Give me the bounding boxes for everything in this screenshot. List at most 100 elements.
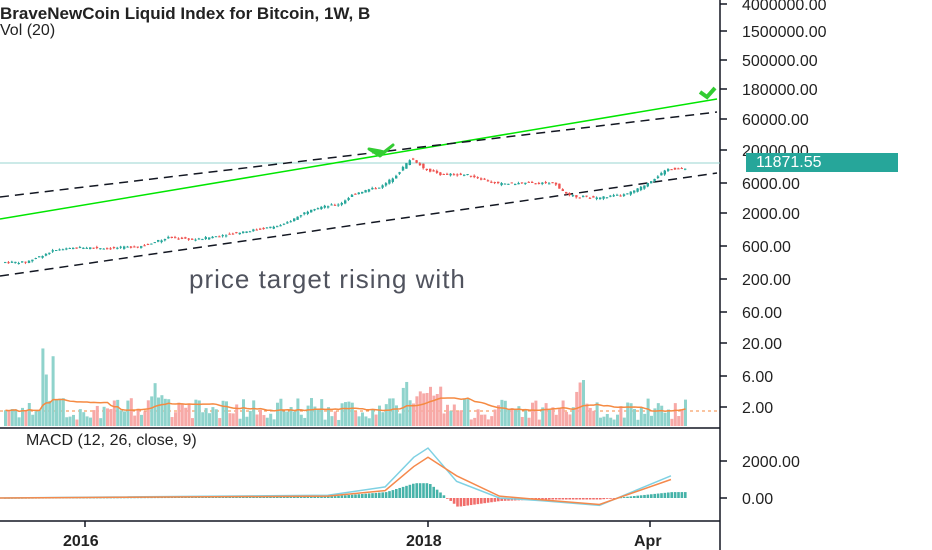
macd-histogram-bar — [452, 498, 456, 504]
candle-body — [612, 195, 615, 197]
candle-body — [102, 248, 105, 250]
volume-bar — [340, 403, 344, 426]
volume-bar — [554, 414, 558, 426]
candle-body — [548, 183, 551, 185]
volume-bar — [514, 408, 517, 426]
volume-bar — [286, 411, 290, 426]
macd-histogram-bar — [677, 492, 680, 498]
macd-histogram-bar — [473, 498, 476, 505]
volume-bar — [41, 348, 45, 426]
candle-body — [463, 174, 466, 176]
volume-bar — [167, 399, 171, 426]
macd-histogram-bar — [361, 493, 364, 498]
volume-bar — [510, 408, 514, 426]
candle-body — [61, 249, 65, 251]
volume-bar — [578, 382, 582, 426]
candle-body — [116, 247, 119, 249]
candle-body — [442, 173, 445, 175]
macd-indicator-label[interactable]: MACD (12, 26, close, 9) — [26, 432, 197, 449]
volume-bar — [150, 396, 154, 426]
candle-body — [286, 222, 289, 224]
macd-histogram-bar — [344, 495, 347, 498]
volume-bar — [633, 408, 636, 426]
volume-bar — [157, 397, 160, 426]
candle-body — [537, 182, 541, 184]
volume-bar — [571, 407, 575, 426]
price-tick-label: 6000.00 — [742, 176, 800, 193]
candle-body — [531, 181, 534, 183]
volume-bar — [129, 398, 133, 426]
candle-body — [398, 172, 401, 174]
time-axis[interactable]: 2016 2018 Apr — [63, 521, 662, 550]
candle-body — [75, 247, 78, 249]
candle-body — [279, 225, 282, 227]
macd-histogram-bar — [371, 493, 374, 498]
candle-body — [327, 206, 330, 208]
volume-bar — [456, 411, 460, 426]
price-tick-label: 2000.00 — [742, 206, 800, 223]
candle-body — [497, 181, 500, 184]
volume-bar — [177, 402, 181, 426]
volume-bar — [95, 405, 99, 426]
macd-histogram-bar — [289, 496, 293, 498]
candle-body — [38, 256, 41, 258]
candle-body — [680, 168, 683, 170]
candle-body — [616, 194, 619, 196]
volume-bar — [303, 417, 307, 426]
candle-body — [558, 183, 561, 189]
macd-histogram-bar — [354, 494, 357, 498]
macd-histogram-bar — [636, 495, 639, 498]
candle-body — [371, 187, 374, 190]
volume-bar — [463, 399, 466, 426]
candle-body — [514, 184, 517, 186]
candle-body — [646, 183, 649, 187]
candle-body — [384, 183, 388, 186]
volume-bar — [180, 404, 184, 426]
volume-bar — [238, 418, 242, 426]
volume-indicator-label[interactable]: Vol (20) — [0, 22, 56, 39]
candle-body — [289, 221, 292, 223]
candle-body — [27, 260, 31, 263]
macd-histogram-bar — [486, 498, 490, 503]
macd-histogram-bar — [680, 492, 684, 498]
volume-bar — [333, 411, 337, 426]
volume-bar — [320, 399, 324, 426]
volume-bar — [184, 407, 188, 426]
candle-body — [480, 178, 483, 180]
volume-bar — [616, 414, 619, 426]
candle-body — [432, 170, 435, 172]
macd-histogram-bar — [548, 498, 551, 500]
macd-histogram-bar — [500, 498, 503, 501]
candle-body — [599, 197, 602, 199]
volume-bar — [109, 409, 113, 426]
candle-body — [106, 248, 109, 250]
macd-histogram-bar — [374, 492, 378, 498]
macd-histogram-bar — [639, 495, 643, 498]
candle-body — [459, 173, 462, 175]
macd-histogram-bar — [575, 498, 578, 500]
last-price-badge: 11871.55 — [746, 153, 898, 172]
volume-bar — [4, 410, 7, 426]
candle-body — [58, 249, 61, 251]
candle-body — [656, 176, 660, 179]
macd-histogram-bar — [221, 496, 225, 498]
candle-body — [235, 232, 238, 234]
candle-body — [238, 232, 241, 235]
volume-bar — [537, 419, 541, 426]
candle-body — [248, 231, 252, 233]
candle-body — [520, 182, 524, 184]
volume-bar — [299, 414, 303, 426]
volume-bar — [99, 418, 103, 426]
macd-tick-label: 2000.00 — [742, 454, 800, 471]
candle-body — [146, 243, 150, 245]
volume-bar — [323, 419, 327, 426]
price-axis[interactable]: 4000000.00 1500000.00 500000.00 180000.00 60… — [720, 0, 827, 417]
macd-histogram-bar — [582, 498, 585, 500]
volume-bar — [568, 414, 572, 426]
macd-histogram-bar — [286, 496, 289, 498]
candle-body — [170, 236, 173, 238]
candle-body — [282, 223, 286, 225]
volume-bar — [106, 408, 109, 426]
time-tick-label: 2016 — [63, 533, 99, 550]
